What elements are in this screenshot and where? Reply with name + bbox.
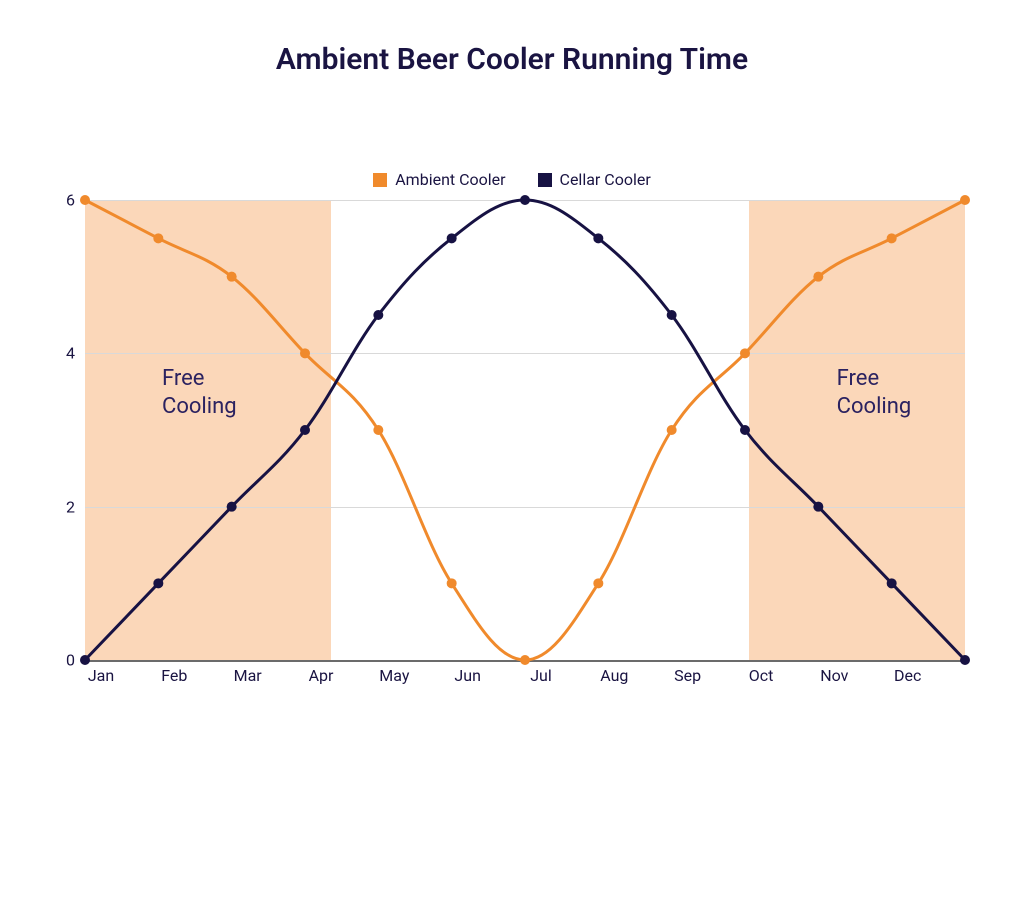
series-marker-0-2 (227, 272, 237, 282)
series-marker-0-11 (887, 233, 897, 243)
series-marker-0-10 (813, 272, 823, 282)
y-tick-label: 6 (35, 191, 75, 210)
series-marker-1-2 (227, 502, 237, 512)
series-marker-0-0 (80, 195, 90, 205)
series-marker-1-8 (667, 310, 677, 320)
x-tick-label: Aug (600, 666, 628, 685)
series-marker-0-12 (960, 195, 970, 205)
y-tick-label: 4 (35, 344, 75, 363)
plot-area: 0246JanFebMarAprMayJunJulAugSepOctNovDec… (85, 200, 965, 660)
series-marker-1-1 (153, 578, 163, 588)
legend: Ambient Cooler Cellar Cooler (0, 170, 1024, 191)
x-tick-label: Oct (749, 666, 774, 685)
x-tick-label: Feb (161, 666, 187, 685)
series-marker-1-11 (887, 578, 897, 588)
legend-item-cellar: Cellar Cooler (538, 170, 651, 189)
series-marker-1-12 (960, 655, 970, 665)
x-tick-label: May (379, 666, 409, 685)
series-marker-0-7 (593, 578, 603, 588)
series-marker-1-7 (593, 233, 603, 243)
x-tick-label: Sep (674, 666, 701, 685)
series-line-1 (85, 200, 965, 660)
series-marker-0-1 (153, 233, 163, 243)
legend-swatch-ambient (373, 173, 387, 187)
series-marker-0-3 (300, 348, 310, 358)
x-tick-label: Dec (894, 666, 921, 685)
legend-label-cellar: Cellar Cooler (560, 170, 651, 189)
series-marker-1-3 (300, 425, 310, 435)
series-marker-0-4 (373, 425, 383, 435)
x-tick-label: Nov (820, 666, 848, 685)
y-tick-label: 0 (35, 651, 75, 670)
x-tick-label: Jan (88, 666, 114, 685)
x-tick-label: Jun (454, 666, 480, 685)
x-tick-label: Apr (309, 666, 334, 685)
series-marker-0-9 (740, 348, 750, 358)
x-tick-label: Jul (530, 666, 552, 685)
series-line-0 (85, 200, 965, 660)
legend-label-ambient: Ambient Cooler (395, 170, 505, 189)
series-marker-1-10 (813, 502, 823, 512)
chart-container: Ambient Beer Cooler Running Time Ambient… (0, 0, 1024, 922)
y-tick-label: 2 (35, 497, 75, 516)
series-marker-1-9 (740, 425, 750, 435)
series-marker-1-6 (520, 195, 530, 205)
series-marker-0-6 (520, 655, 530, 665)
series-marker-0-5 (447, 578, 457, 588)
chart-title: Ambient Beer Cooler Running Time (0, 42, 1024, 77)
series-marker-1-5 (447, 233, 457, 243)
series-marker-1-4 (373, 310, 383, 320)
series-marker-0-8 (667, 425, 677, 435)
legend-item-ambient: Ambient Cooler (373, 170, 505, 189)
x-tick-label: Mar (234, 666, 262, 685)
chart-lines (85, 200, 965, 660)
legend-swatch-cellar (538, 173, 552, 187)
series-marker-1-0 (80, 655, 90, 665)
